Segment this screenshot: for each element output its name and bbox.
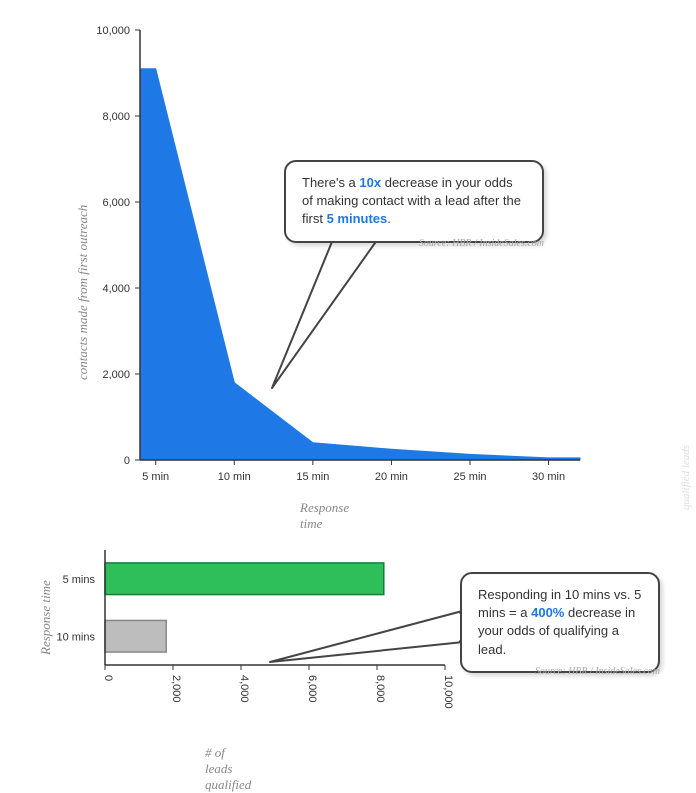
callout-bottom-source: Source: HBR / InsideSales.com	[500, 666, 660, 677]
callout-text-part: 10x	[359, 175, 381, 190]
svg-text:10,000: 10,000	[442, 675, 454, 709]
svg-text:25 min: 25 min	[453, 471, 486, 483]
callout-top: There's a 10x decrease in your odds of m…	[284, 160, 544, 243]
side-cutoff-text: qualified leads	[680, 430, 692, 510]
svg-text:8,000: 8,000	[102, 111, 130, 123]
callout-text-part: .	[387, 211, 391, 226]
svg-text:4,000: 4,000	[102, 283, 130, 295]
svg-text:15 min: 15 min	[296, 471, 329, 483]
svg-text:10 min: 10 min	[218, 471, 251, 483]
svg-text:6,000: 6,000	[306, 675, 318, 703]
svg-text:30 min: 30 min	[532, 471, 565, 483]
svg-text:10 mins: 10 mins	[56, 631, 95, 643]
callout-text-part: 400%	[531, 605, 564, 620]
svg-text:0: 0	[102, 675, 114, 681]
svg-text:6,000: 6,000	[102, 197, 130, 209]
top-x-axis-label: Response time	[300, 500, 349, 532]
svg-text:20 min: 20 min	[375, 471, 408, 483]
callout-text-part: There's a	[302, 175, 359, 190]
svg-text:5 min: 5 min	[142, 471, 169, 483]
callout-bottom: Responding in 10 mins vs. 5 mins = a 400…	[460, 572, 660, 673]
svg-text:0: 0	[124, 455, 130, 467]
svg-text:2,000: 2,000	[102, 369, 130, 381]
svg-text:5 mins: 5 mins	[63, 574, 96, 586]
svg-text:4,000: 4,000	[238, 675, 250, 703]
svg-text:10,000: 10,000	[96, 25, 130, 37]
svg-text:8,000: 8,000	[374, 675, 386, 703]
callout-top-source: Source: HBR / InsideSales.com	[384, 238, 544, 249]
callout-text-part: 5 minutes	[327, 211, 388, 226]
svg-text:2,000: 2,000	[170, 675, 182, 703]
